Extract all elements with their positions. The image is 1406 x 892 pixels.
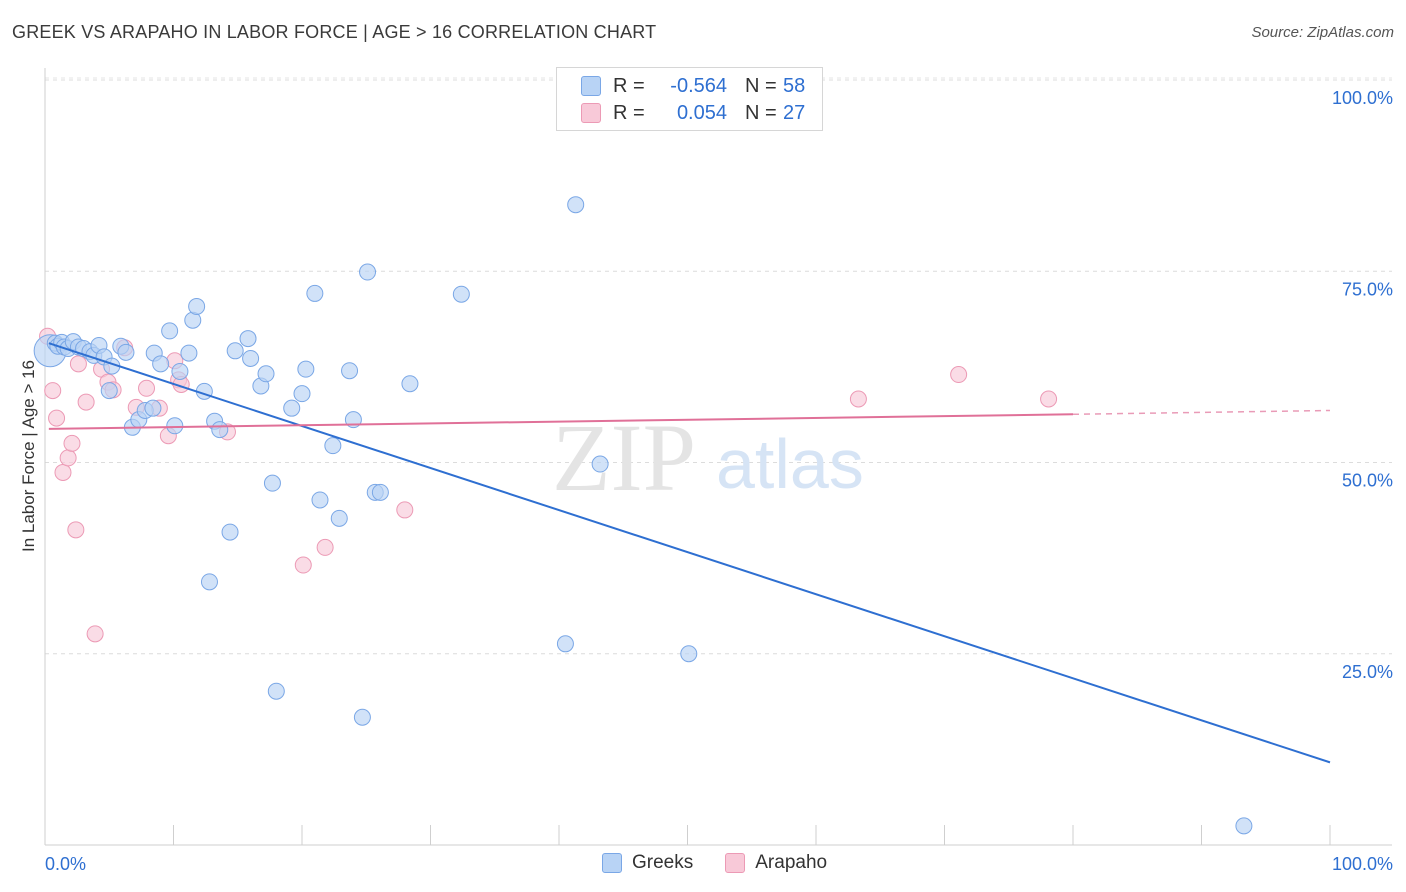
greeks-point (324, 437, 342, 455)
greeks-points (33, 196, 1253, 835)
greeks-point (330, 509, 348, 527)
greeks-point (239, 330, 257, 348)
r-label: R = (613, 74, 645, 97)
watermark-atlas: atlas (716, 425, 864, 503)
arapaho-point (86, 625, 104, 643)
arapaho-point (44, 382, 62, 400)
y-tick-label: 100.0% (1332, 88, 1393, 108)
greeks-swatch (581, 76, 601, 96)
series-legend: Greeks Arapaho (602, 852, 859, 874)
arapaho-point (59, 449, 77, 467)
y-axis-title: In Labor Force | Age > 16 (19, 360, 38, 552)
n-value-arapaho: 27 (783, 101, 806, 124)
greeks-label: Greeks (632, 852, 694, 873)
axis-labels: 25.0% 50.0% 75.0% 100.0% 0.0% 100.0% In Labor … (19, 88, 1393, 874)
greeks-point (359, 263, 377, 281)
arapaho-point (849, 390, 867, 408)
greeks-point (180, 344, 198, 362)
greeks-point (152, 355, 170, 373)
arapaho-trend-line (48, 413, 1074, 430)
greeks-point (371, 483, 389, 501)
greeks-point (567, 196, 585, 214)
arapaho-swatch (725, 853, 746, 873)
y-tick-label: 50.0% (1342, 471, 1393, 491)
arapaho-point (138, 379, 156, 397)
greeks-point (144, 399, 162, 417)
legend-row-greeks: R = -0.564 N = 58 (581, 73, 805, 99)
greeks-point (1235, 817, 1253, 835)
greeks-point (226, 342, 244, 360)
greeks-point (267, 682, 285, 700)
greeks-point (263, 474, 281, 492)
arapaho-point (316, 538, 334, 556)
greeks-swatch (602, 853, 622, 873)
arapaho-swatch (581, 103, 601, 123)
r-value-greeks: -0.564 (670, 74, 727, 97)
greeks-point (166, 417, 184, 435)
greeks-point (100, 382, 118, 400)
greeks-point (257, 365, 275, 383)
arapaho-point (950, 366, 968, 384)
greeks-point (306, 284, 324, 302)
y-tick-label: 25.0% (1342, 662, 1393, 682)
arapaho-points (39, 327, 1058, 643)
arapaho-point (67, 521, 85, 539)
greeks-point (297, 360, 315, 378)
arapaho-trend-extension (1072, 409, 1331, 416)
r-label: R = (613, 101, 645, 124)
greeks-point (556, 635, 574, 653)
arapaho-point (294, 556, 312, 574)
greeks-trend-line (48, 342, 1331, 764)
n-value-greeks: 58 (783, 74, 806, 97)
x-tick-label: 100.0% (1332, 854, 1393, 874)
axes (44, 68, 1392, 846)
greeks-point (680, 645, 698, 663)
y-tick-label: 75.0% (1342, 279, 1393, 299)
greeks-point (242, 349, 260, 367)
arapaho-point (1040, 390, 1058, 408)
n-label: N = (745, 101, 777, 124)
arapaho-point (69, 355, 87, 373)
greeks-point (221, 523, 239, 541)
greeks-point (171, 362, 189, 380)
greeks-point (311, 491, 329, 509)
greeks-point (401, 375, 419, 393)
greeks-point (283, 399, 301, 417)
greeks-point (452, 285, 470, 303)
arapaho-point (63, 434, 81, 452)
greeks-point (591, 455, 609, 473)
trend-lines (48, 342, 1331, 764)
n-label: N = (745, 74, 777, 97)
greeks-point (341, 362, 359, 380)
legend-item-arapaho: Arapaho (725, 852, 827, 874)
legend-row-arapaho: R = 0.054 N = 27 (581, 100, 805, 126)
greeks-point (211, 421, 229, 439)
source-credit: Source: ZipAtlas.com (1251, 24, 1394, 41)
r-value-arapaho: 0.054 (676, 101, 727, 124)
legend-item-greeks: Greeks (602, 852, 693, 874)
greeks-point (117, 343, 135, 361)
greeks-point (200, 573, 218, 591)
arapaho-point (396, 501, 414, 519)
arapaho-point (77, 393, 95, 411)
chart-title: GREEK VS ARAPAHO IN LABOR FORCE | AGE > … (12, 22, 657, 42)
arapaho-point (54, 463, 72, 481)
greeks-point (188, 297, 206, 315)
correlation-legend: R = -0.564 N = 58 R = 0.054 N = 27 (556, 67, 823, 131)
greeks-point (353, 708, 371, 726)
greeks-point (161, 322, 179, 340)
arapaho-point (48, 409, 66, 427)
x-tick-label: 0.0% (45, 854, 86, 874)
greeks-point (293, 385, 311, 403)
arapaho-label: Arapaho (755, 852, 828, 873)
